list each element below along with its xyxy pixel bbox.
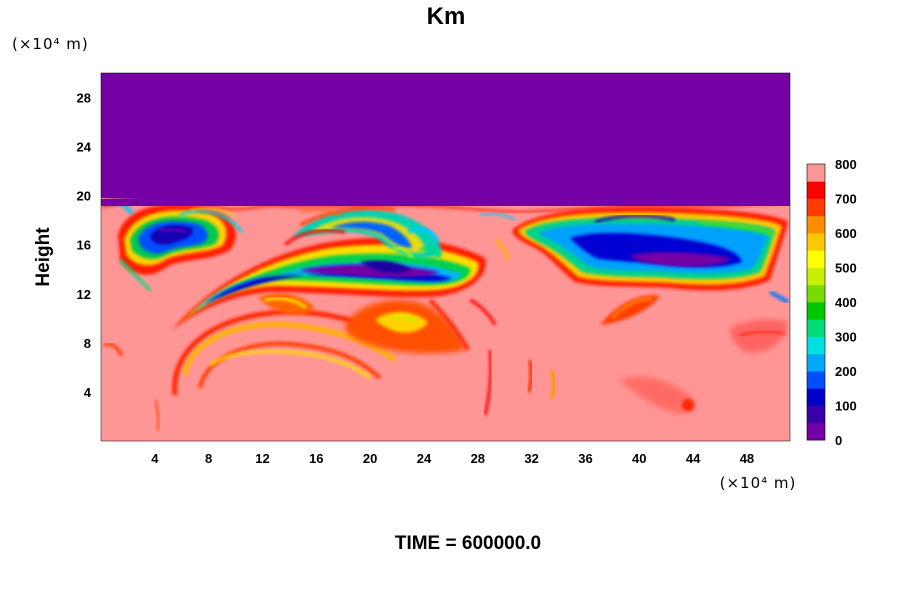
colorbar-segment xyxy=(807,371,825,389)
zero-region xyxy=(101,73,790,199)
colorbar-tick-label: 600 xyxy=(835,226,857,241)
colorbar-segment xyxy=(807,267,825,286)
y-tick-label: 16 xyxy=(77,238,91,253)
x-tick-label: 28 xyxy=(471,451,485,466)
x-tick-label: 32 xyxy=(524,451,538,466)
colorbar-segment xyxy=(807,215,825,234)
colorbar-segment xyxy=(807,181,825,199)
y-axis: 4 8 12 16 20 24 28 xyxy=(77,91,92,400)
y-tick-label: 12 xyxy=(77,287,91,302)
colorbar-tick-label: 400 xyxy=(835,295,857,310)
x-tick-label: 36 xyxy=(578,451,592,466)
colorbar: 0 100 200 300 400 500 600 700 800 xyxy=(806,157,857,448)
x-tick-label: 44 xyxy=(686,451,701,466)
x-tick-label: 24 xyxy=(417,451,432,466)
colorbar-segment xyxy=(807,302,825,320)
colorbar-frame xyxy=(806,163,826,441)
colorbar-segment xyxy=(807,284,825,303)
colorbar-tick-label: 100 xyxy=(835,399,857,414)
colorbar-segment xyxy=(807,233,825,251)
colorbar-tick-label: 0 xyxy=(835,433,842,448)
y-tick-label: 4 xyxy=(84,385,92,400)
colorbar-segment xyxy=(807,319,825,337)
y-tick-label: 28 xyxy=(77,91,91,106)
colorbar-tick-label: 700 xyxy=(835,192,857,207)
field-features xyxy=(101,199,790,431)
colorbar-segment xyxy=(807,353,825,372)
zero-region-edge xyxy=(101,196,790,206)
x-tick-label: 20 xyxy=(363,451,377,466)
colorbar-segment xyxy=(807,164,825,182)
x-tick-label: 4 xyxy=(151,451,159,466)
colorbar-tick-label: 500 xyxy=(835,261,857,276)
colorbar-tick-label: 300 xyxy=(835,330,857,345)
x-tick-label: 48 xyxy=(740,451,754,466)
y-tick-label: 8 xyxy=(84,336,91,351)
plot-area xyxy=(101,73,790,441)
x-tick-label: 12 xyxy=(255,451,269,466)
colorbar-segment xyxy=(807,198,825,217)
time-label: TIME = 600000.0 xyxy=(395,533,541,554)
x-axis: 4 8 12 16 20 24 28 32 36 40 44 48 xyxy=(151,451,754,466)
colorbar-tick-label: 200 xyxy=(835,364,857,379)
colorbar-segment xyxy=(807,422,825,441)
x-tick-label: 16 xyxy=(309,451,323,466)
colorbar-segment xyxy=(807,336,825,355)
colorbar-segment xyxy=(807,250,825,268)
colorbar-segment xyxy=(807,388,825,406)
y-tick-label: 24 xyxy=(77,140,92,155)
colorbar-segment xyxy=(807,405,825,424)
y-unit-label: (×10⁴ m) xyxy=(12,35,89,53)
colorbar-tick-label: 800 xyxy=(835,157,857,172)
x-tick-label: 40 xyxy=(632,451,646,466)
y-axis-label: Height xyxy=(33,227,54,287)
x-unit-label: (×10⁴ m) xyxy=(720,474,797,492)
y-tick-label: 20 xyxy=(77,189,91,204)
chart-title: Km xyxy=(427,3,466,30)
plot-frame xyxy=(100,72,791,442)
x-tick-label: 8 xyxy=(205,451,212,466)
